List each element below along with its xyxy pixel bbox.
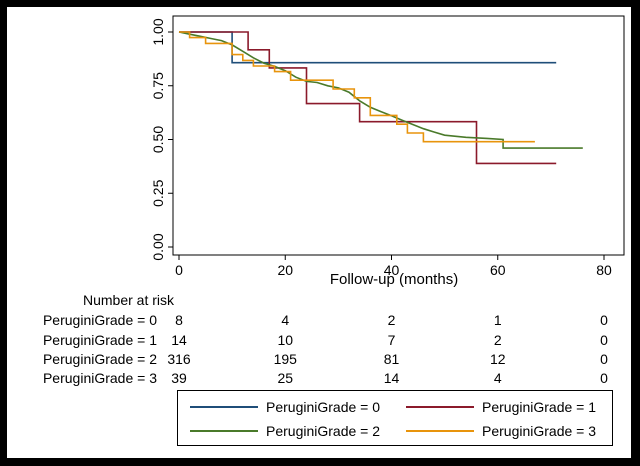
series-line-grade-2 xyxy=(178,31,583,149)
risk-count: 4 xyxy=(281,312,289,328)
chart-frame: 0.00 0.25 0.50 0.75 1.00 0 20 40 60 80 Follow-up … xyxy=(7,7,631,458)
risk-count: 0 xyxy=(600,312,608,328)
risk-count: 14 xyxy=(384,370,400,386)
risk-count: 2 xyxy=(494,332,502,348)
risk-count: 14 xyxy=(171,332,187,348)
y-tick-label: 0.25 xyxy=(150,179,166,206)
risk-count: 81 xyxy=(384,351,400,367)
y-tick-label: 0.50 xyxy=(150,126,166,153)
risk-count: 39 xyxy=(171,370,187,386)
risk-row-label: PeruginiGrade = 0 xyxy=(43,312,157,328)
risk-count: 316 xyxy=(167,351,191,367)
x-tick-label: 80 xyxy=(596,262,612,278)
legend-item-grade-0: PeruginiGrade = 0 xyxy=(190,397,380,417)
risk-row-label: PeruginiGrade = 3 xyxy=(43,370,157,386)
risk-count: 0 xyxy=(600,370,608,386)
x-axis-label: Follow-up (months) xyxy=(330,271,458,288)
risk-count: 4 xyxy=(494,370,502,386)
legend-label: PeruginiGrade = 1 xyxy=(482,399,597,415)
legend-item-grade-3: PeruginiGrade = 3 xyxy=(406,421,596,441)
axes: 0.00 0.25 0.50 0.75 1.00 0 20 40 60 80 xyxy=(150,15,625,278)
x-tick-label: 40 xyxy=(384,262,400,278)
plot-region xyxy=(172,15,625,256)
risk-count: 195 xyxy=(274,351,298,367)
risk-count: 25 xyxy=(277,370,293,386)
risk-count: 7 xyxy=(388,332,396,348)
risk-count: 8 xyxy=(175,312,183,328)
legend-swatch-grade-0 xyxy=(190,406,258,408)
km-survival-chart: 0.000.250.500.751.000 20 40 60 80 Follow-up … xyxy=(43,15,625,386)
y-tick-label: 0.00 xyxy=(150,233,166,260)
x-tick-label: 20 xyxy=(277,262,293,278)
series-line-grade-3 xyxy=(179,31,535,143)
risk-count: 12 xyxy=(490,351,506,367)
y-tick-label: 0.75 xyxy=(150,72,166,99)
survival-curves xyxy=(178,31,583,165)
risk-table: Number at risk PeruginiGrade = 0 8 4 2 1 0Per… xyxy=(43,292,608,386)
legend-swatch-grade-3 xyxy=(406,430,474,432)
risk-count: 0 xyxy=(600,351,608,367)
legend-item-grade-1: PeruginiGrade = 1 xyxy=(406,397,596,417)
x-tick-label: 0 xyxy=(175,262,183,278)
y-tick-label: 1.00 xyxy=(150,18,166,45)
risk-count: 2 xyxy=(388,312,396,328)
x-tick-label: 60 xyxy=(490,262,506,278)
risk-row-label: PeruginiGrade = 2 xyxy=(43,351,157,367)
risk-count: 0 xyxy=(600,332,608,348)
series-line-grade-1 xyxy=(179,31,557,165)
legend-item-grade-2: PeruginiGrade = 2 xyxy=(190,421,380,441)
legend-swatch-grade-2 xyxy=(190,430,258,432)
risk-count: 1 xyxy=(494,312,502,328)
legend: PeruginiGrade = 0 PeruginiGrade = 1 Peru… xyxy=(177,390,613,446)
risk-count: 10 xyxy=(277,332,293,348)
legend-label: PeruginiGrade = 3 xyxy=(482,423,597,439)
legend-label: PeruginiGrade = 2 xyxy=(266,423,381,439)
legend-label: PeruginiGrade = 0 xyxy=(266,399,381,415)
risk-table-title: Number at risk xyxy=(83,292,175,308)
risk-row-label: PeruginiGrade = 1 xyxy=(43,332,157,348)
legend-swatch-grade-1 xyxy=(406,406,474,408)
